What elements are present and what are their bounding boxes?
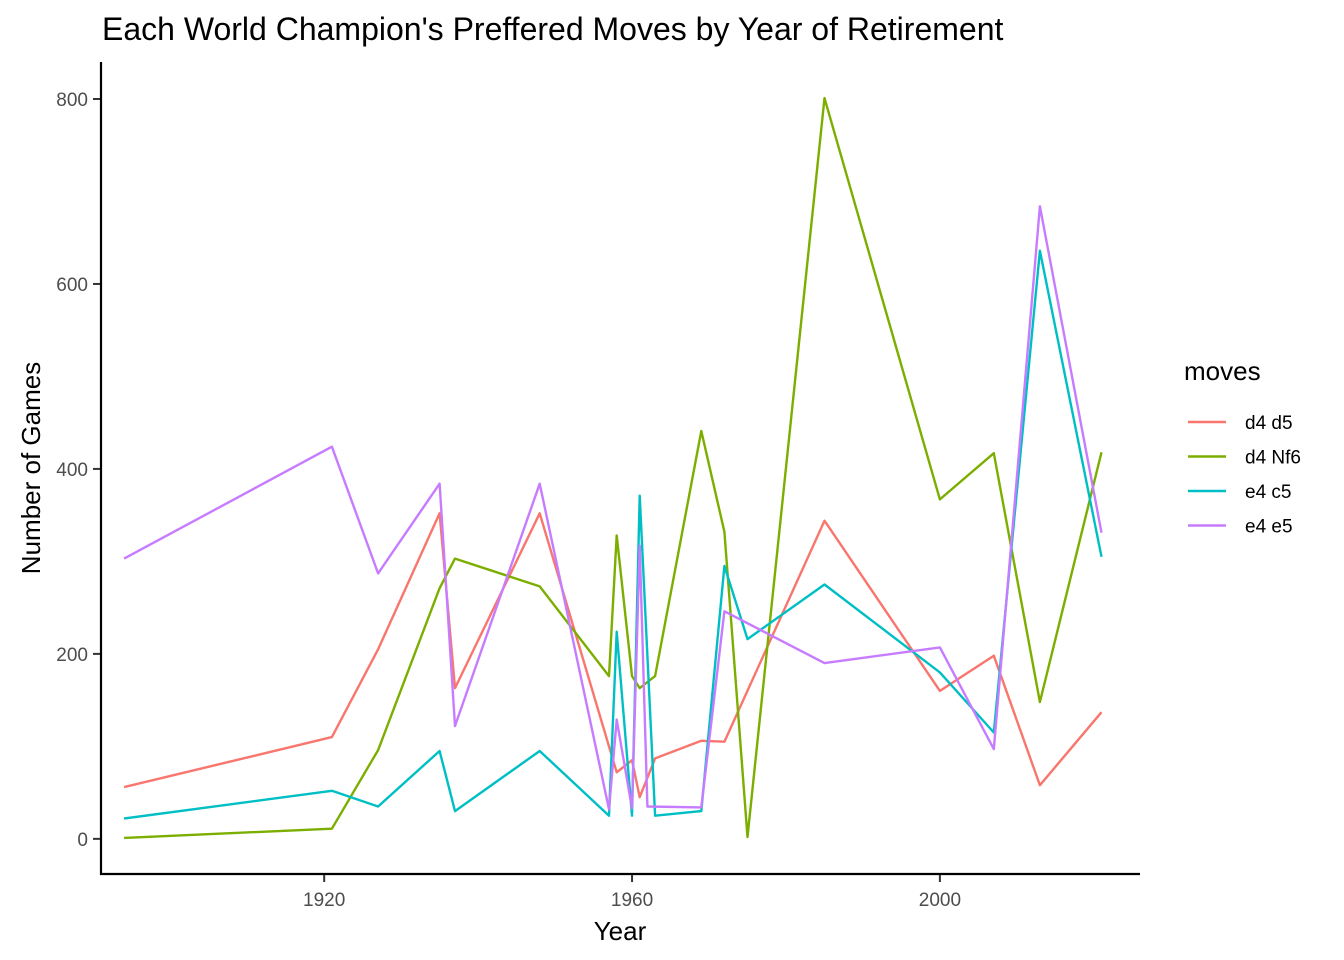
- legend-label: d4 d5: [1245, 413, 1293, 434]
- series-layer: [123, 96, 1103, 840]
- y-axis-title: Number of Games: [16, 362, 46, 574]
- legend-items: d4 d5 d4 Nf6 e4 c5 e4 e5: [1188, 413, 1301, 538]
- x-tick-label: 1960: [611, 890, 653, 911]
- x-axis-title: Year: [594, 916, 647, 946]
- y-tick-label: 200: [56, 645, 88, 666]
- y-axis-ticks: 0 200 400 600 800: [56, 90, 100, 851]
- series-line-d4-nf6: [124, 96, 1103, 840]
- y-tick-label: 800: [56, 90, 88, 111]
- legend-title: moves: [1184, 356, 1261, 386]
- y-tick-label: 0: [77, 830, 88, 851]
- legend-label: e4 c5: [1245, 482, 1291, 503]
- series-line-e4-c5: [123, 249, 1103, 820]
- y-tick-label: 600: [56, 275, 88, 296]
- chart-title: Each World Champion's Preffered Moves by…: [102, 11, 1003, 47]
- legend-label: d4 Nf6: [1245, 448, 1301, 469]
- legend-label: e4 e5: [1245, 517, 1293, 538]
- y-tick-label: 400: [56, 460, 88, 481]
- x-tick-label: 2000: [919, 890, 961, 911]
- x-axis-ticks: 1920 1960 2000: [303, 875, 961, 911]
- legend: moves d4 d5 d4 Nf6 e4 c5 e4 e5: [1184, 356, 1301, 538]
- x-tick-label: 1920: [303, 890, 345, 911]
- series-line-e4-e5: [123, 205, 1103, 811]
